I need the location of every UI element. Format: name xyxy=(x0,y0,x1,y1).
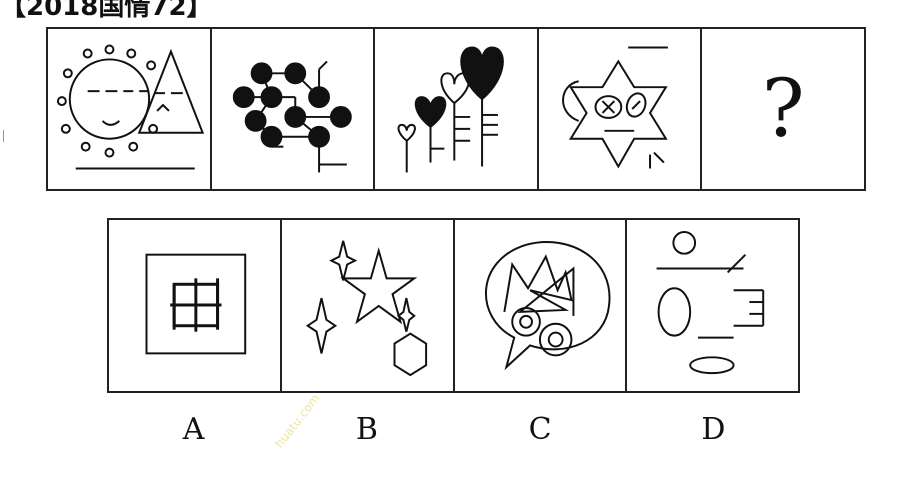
question-panel-2 xyxy=(212,29,376,189)
question-panel-1 xyxy=(48,29,212,189)
stars-hexagon-icon xyxy=(305,240,427,377)
options-row xyxy=(107,218,800,393)
option-label-c[interactable]: C xyxy=(528,412,552,447)
question-row: ? xyxy=(46,27,866,191)
dots-network-icon xyxy=(232,60,352,173)
question-panel-5: ? xyxy=(702,29,864,189)
page-edge-mark xyxy=(3,130,4,142)
option-label-d[interactable]: D xyxy=(701,412,726,447)
sun-triangle-icon xyxy=(56,44,205,170)
option-panel-d[interactable] xyxy=(627,220,798,391)
question-panel-4 xyxy=(539,29,703,189)
star-face-icon xyxy=(561,46,668,169)
option-panel-b[interactable] xyxy=(282,220,455,391)
option-panel-c[interactable] xyxy=(455,220,628,391)
question-header: 【2018国情72】 xyxy=(0,0,213,22)
option-panel-a[interactable] xyxy=(109,220,282,391)
option-labels: A B C D xyxy=(107,412,800,447)
hearts-balloons-icon xyxy=(397,46,505,173)
option-label-a[interactable]: A xyxy=(182,412,205,447)
scattered-shapes-icon xyxy=(656,230,765,375)
grid-in-square-icon xyxy=(145,253,247,355)
question-panel-3 xyxy=(375,29,539,189)
option-label-b[interactable]: B xyxy=(355,412,378,447)
speech-bubble-scribble-icon xyxy=(484,241,610,371)
question-mark-icon: ? xyxy=(761,62,805,155)
